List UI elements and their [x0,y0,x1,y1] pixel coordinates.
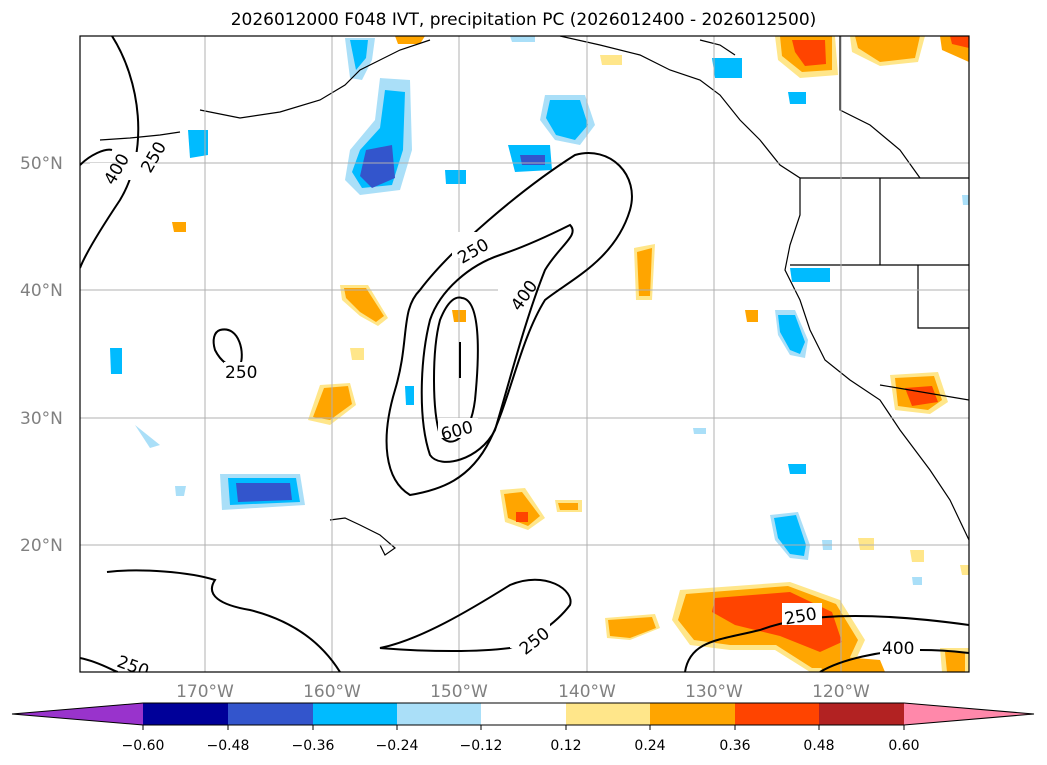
lon-label-120w: 120°W [812,682,870,702]
colorbar-tick-label: 0.48 [803,738,834,754]
colorbar-cell [566,703,650,725]
colorbar-cell [313,703,397,725]
map-background [80,36,969,672]
colorbar-cell [228,703,313,725]
longitude-labels: 170°W 160°W 150°W 140°W 130°W 120°W [176,682,870,702]
graticule [80,36,969,672]
map-frame [79,35,970,673]
colorbar-cell [819,703,904,725]
colorbar-cell [650,703,735,725]
colorbar-tick-label: −0.24 [376,738,419,754]
colorbar-tick-label: −0.60 [122,738,165,754]
lat-label-40n: 40°N [20,281,63,301]
colorbar-tick-label: 0.60 [888,738,919,754]
colorbar-cell-over [904,703,1034,725]
colorbar-tick-label: 0.12 [550,738,581,754]
colorbar-tick-label: −0.48 [207,738,250,754]
colorbar-cell [397,703,481,725]
colorbar-tick-label: 0.24 [634,738,665,754]
lon-label-140w: 140°W [558,682,616,702]
colorbar-tick-label: 0.36 [719,738,750,754]
colorbar-cell [143,703,228,725]
negative-precip-anomalies [110,36,969,585]
coastlines [99,36,969,556]
lon-label-170w: 170°W [176,682,234,702]
lon-label-130w: 130°W [685,682,743,702]
contour-label: 250 [225,363,257,383]
colorbar-ticks [142,725,905,730]
lat-label-50n: 50°N [20,154,63,174]
colorbar: −0.60 −0.48 −0.36 −0.24 −0.12 0.12 0.24 … [11,702,1035,754]
latitude-labels: 50°N 40°N 30°N 20°N [20,154,63,556]
colorbar-cell-under [12,703,143,725]
lon-label-150w: 150°W [430,682,488,702]
colorbar-tick-label: −0.12 [460,738,503,754]
contour-label: 400 [882,639,914,659]
map-title: 2026012000 F048 IVT, precipitation PC (2… [230,10,817,30]
lat-label-20n: 20°N [20,536,63,556]
colorbar-cell [735,703,819,725]
lat-label-30n: 30°N [20,409,63,429]
colorbar-tick-label: −0.36 [292,738,335,754]
lon-label-160w: 160°W [303,682,361,702]
colorbar-cell [481,703,566,725]
